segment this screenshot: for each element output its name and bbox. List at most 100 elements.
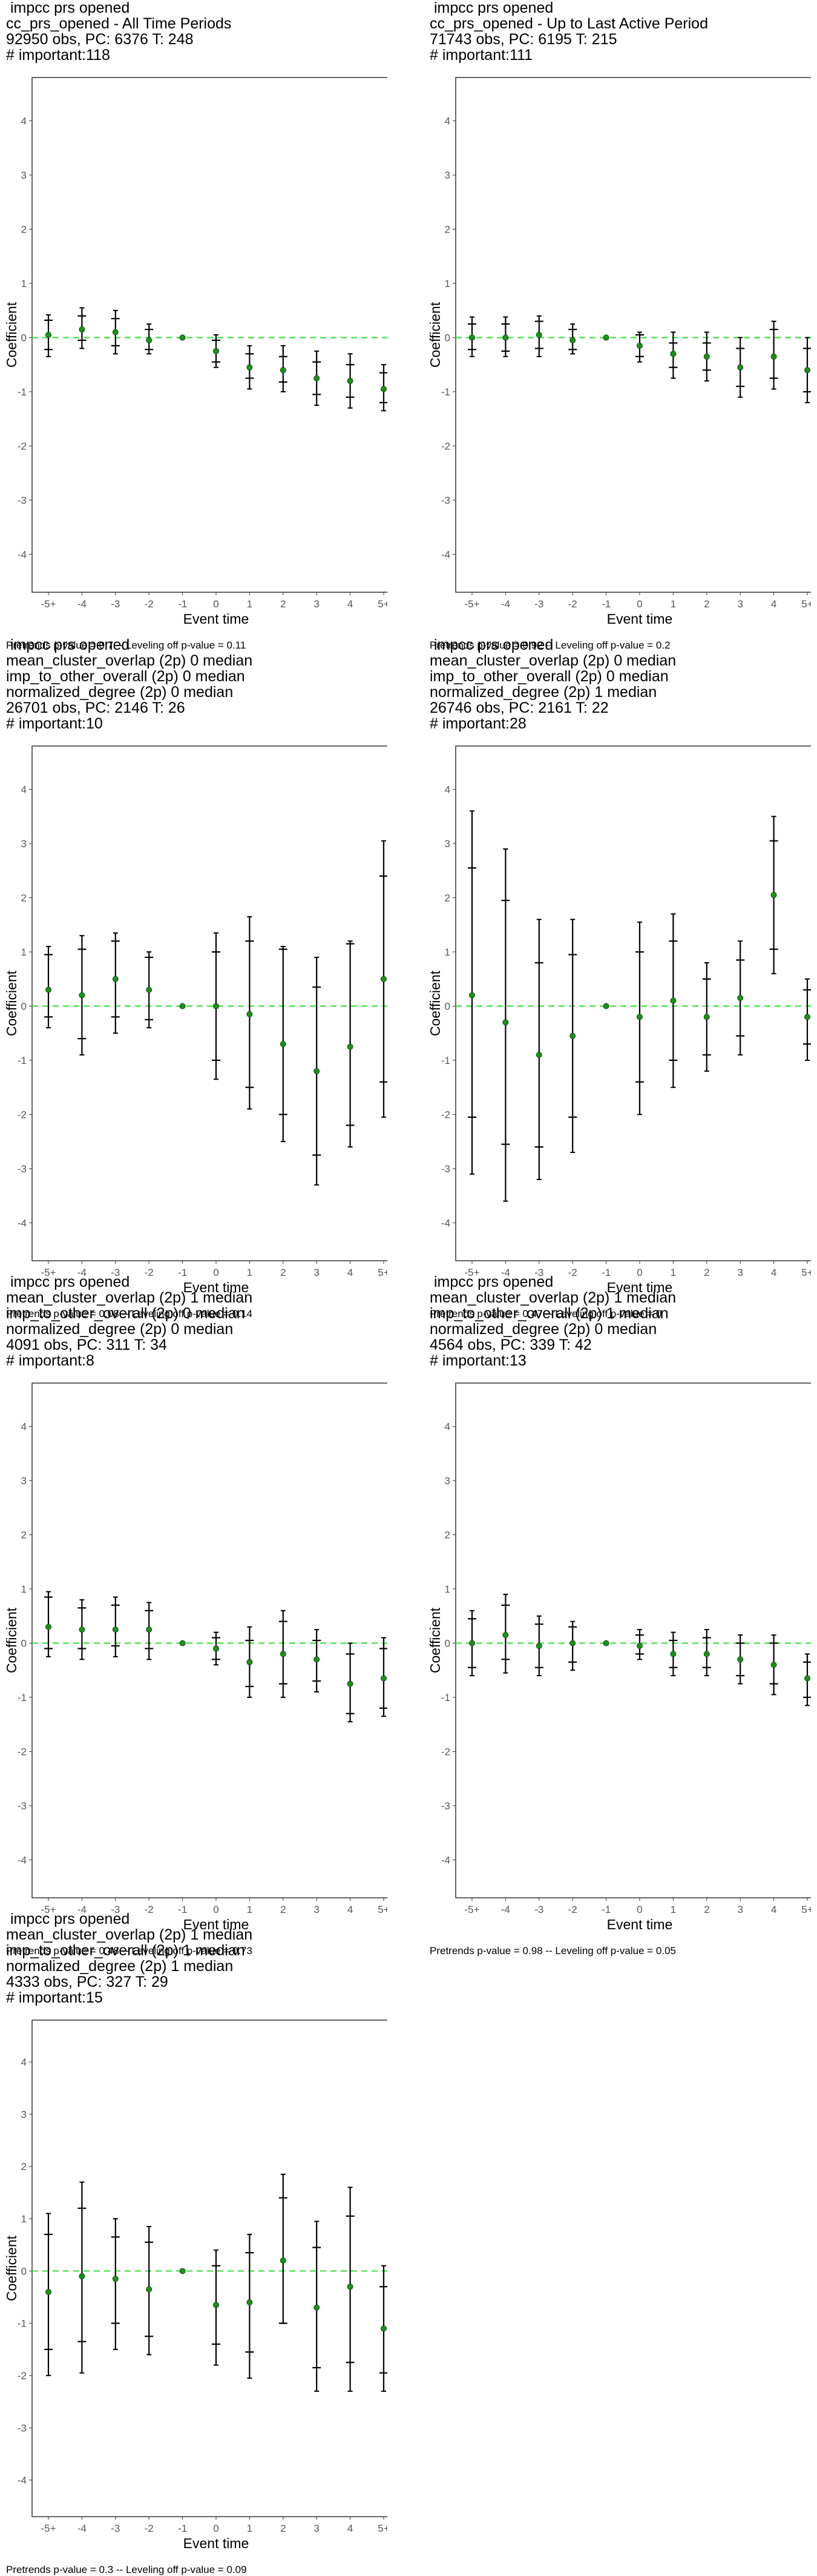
y-axis-label: Coefficient — [427, 1607, 443, 1673]
y-axis-label: Coefficient — [427, 970, 443, 1036]
plot-border — [31, 2020, 387, 2517]
estimate-point — [770, 1662, 777, 1668]
y-axis-label: Coefficient — [4, 1607, 19, 1673]
estimate-point — [146, 986, 153, 993]
estimate-point — [213, 348, 219, 354]
title-line: # important:10 — [6, 715, 103, 732]
estimate-point — [179, 1003, 186, 1009]
estimate-point — [179, 334, 186, 341]
y-tick-label: -1 — [441, 386, 450, 398]
estimate-point — [737, 995, 744, 1002]
title-line: impcc prs opened — [430, 0, 554, 16]
estimate-point — [502, 1632, 509, 1639]
title-line: 4091 obs, PC: 311 T: 34 — [6, 1336, 167, 1353]
chart-panel-1: impcc prs opened cc_prs_opened - All Time… — [0, 0, 387, 651]
title-line: normalized_degree (2p) 1 median — [430, 684, 657, 701]
y-tick-label: 1 — [21, 2213, 27, 2225]
x-tick-label: 1 — [247, 1267, 252, 1278]
estimate-point — [146, 337, 153, 343]
title-line: mean_cluster_overlap (2p) 0 median — [6, 652, 253, 669]
chart-panel-6: impcc prs opened mean_cluster_overlap (2p… — [424, 1274, 811, 1957]
estimate-point — [703, 353, 710, 360]
x-tick-label: 4 — [347, 1904, 353, 1915]
estimate-point — [804, 1675, 810, 1682]
chart-title: impcc prs opened cc_prs_opened - All Time… — [6, 0, 231, 63]
y-axis-label: Coefficient — [427, 302, 443, 368]
estimate-point — [536, 1052, 542, 1058]
y-tick-label: 3 — [445, 170, 450, 181]
title-line: imp_to_other_overall (2p) 0 median — [6, 1305, 245, 1322]
y-tick-label: 4 — [21, 784, 27, 796]
x-tick-label: 5+ — [378, 598, 387, 610]
estimate-point — [804, 1014, 810, 1020]
title-line: normalized_degree (2p) 0 median — [6, 684, 234, 701]
estimate-point — [45, 986, 51, 993]
y-tick-label: 0 — [21, 332, 27, 343]
y-tick-label: -1 — [18, 1055, 27, 1066]
pvalue-caption: Pretrends p-value = 0.08 -- Leveling off… — [6, 1308, 252, 1319]
x-axis-label: Event time — [607, 1917, 673, 1932]
pvalue-caption: Pretrends p-value = 0.48 -- Leveling off… — [6, 1945, 252, 1957]
estimate-point — [347, 378, 353, 385]
estimate-point — [146, 2286, 153, 2293]
y-tick-label: -3 — [441, 1163, 450, 1175]
y-tick-label: 1 — [21, 946, 27, 958]
estimate-point — [112, 329, 119, 335]
plot-border — [31, 1382, 387, 1898]
plot-border — [455, 77, 811, 593]
x-tick-label: 0 — [213, 2523, 218, 2534]
y-tick-label: -2 — [441, 1109, 450, 1120]
title-line: impcc prs opened — [6, 1911, 130, 1927]
estimate-point — [770, 353, 777, 360]
x-tick-label: 2 — [704, 1267, 709, 1278]
x-axis-label: Event time — [183, 1280, 249, 1295]
x-tick-label: 5+ — [801, 598, 811, 610]
x-tick-label: 1 — [247, 2523, 252, 2534]
x-tick-label: 5+ — [378, 2523, 387, 2534]
estimate-point — [536, 1642, 542, 1649]
x-tick-label: 4 — [347, 1267, 353, 1278]
x-tick-label: -1 — [178, 598, 187, 610]
y-tick-label: 1 — [21, 1584, 27, 1595]
estimate-point — [213, 2302, 219, 2308]
x-tick-label: -4 — [77, 1904, 87, 1915]
x-tick-label: 5+ — [801, 1904, 811, 1915]
estimate-point — [603, 334, 609, 341]
y-tick-label: 0 — [21, 1000, 27, 1012]
chart-panel-2: impcc prs opened cc_prs_opened - Up to La… — [424, 0, 811, 651]
x-tick-label: 1 — [671, 598, 676, 610]
x-tick-label: -3 — [111, 1267, 120, 1278]
estimate-point — [469, 992, 475, 999]
x-tick-label: 3 — [313, 2523, 319, 2534]
x-tick-label: -1 — [178, 1904, 187, 1915]
estimate-point — [313, 2304, 320, 2311]
y-tick-label: 2 — [21, 2161, 27, 2173]
title-line: mean_cluster_overlap (2p) 1 median — [6, 1926, 253, 1943]
estimate-point — [804, 367, 810, 374]
estimate-point — [670, 997, 677, 1004]
estimate-point — [79, 326, 85, 333]
y-tick-label: 2 — [21, 224, 27, 236]
pvalue-caption: Pretrends p-value = 0.3 -- Leveling off … — [6, 2564, 247, 2575]
estimate-point — [703, 1014, 710, 1020]
estimate-point — [313, 1068, 320, 1074]
estimate-point — [213, 1645, 219, 1652]
estimate-point — [313, 1656, 320, 1663]
pvalue-caption: Pretrends p-value = 0.47 -- Leveling off… — [430, 1308, 662, 1319]
y-tick-label: -4 — [441, 1854, 450, 1866]
title-line: impcc prs opened — [6, 1273, 130, 1290]
x-tick-label: 2 — [280, 2523, 286, 2534]
y-tick-label: 0 — [21, 2265, 27, 2277]
y-tick-label: 1 — [21, 278, 27, 289]
y-tick-label: 1 — [445, 946, 450, 958]
x-tick-label: -3 — [534, 598, 543, 610]
x-tick-label: 4 — [771, 1267, 776, 1278]
x-tick-label: 0 — [637, 1267, 642, 1278]
estimate-point — [213, 1003, 219, 1009]
estimate-point — [246, 1659, 253, 1665]
x-tick-label: -1 — [602, 1904, 611, 1915]
y-tick-label: -2 — [18, 1746, 27, 1757]
title-line: mean_cluster_overlap (2p) 1 median — [430, 1289, 677, 1306]
y-tick-label: -3 — [441, 495, 450, 506]
chart-svg: -4 -3 -2 -1 0 1 2 3 4 -5+ -4 -3 -2 -1 0 1 2 3 4 5+ Event tim… — [4, 745, 387, 1295]
